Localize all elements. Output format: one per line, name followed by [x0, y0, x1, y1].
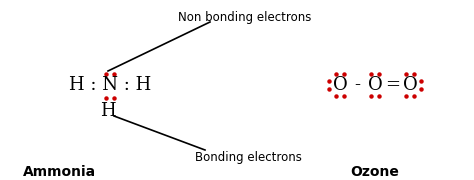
Text: O: O: [402, 76, 418, 94]
Text: H: H: [100, 102, 116, 120]
Text: O: O: [368, 76, 383, 94]
Text: Ammonia: Ammonia: [23, 165, 97, 179]
Text: Bonding electrons: Bonding electrons: [194, 152, 301, 165]
Text: O: O: [333, 76, 347, 94]
Text: -: -: [355, 76, 361, 94]
Text: H : N : H: H : N : H: [69, 76, 151, 94]
Text: Ozone: Ozone: [351, 165, 400, 179]
Text: =: =: [385, 76, 400, 94]
Text: Non bonding electrons: Non bonding electrons: [178, 10, 312, 24]
